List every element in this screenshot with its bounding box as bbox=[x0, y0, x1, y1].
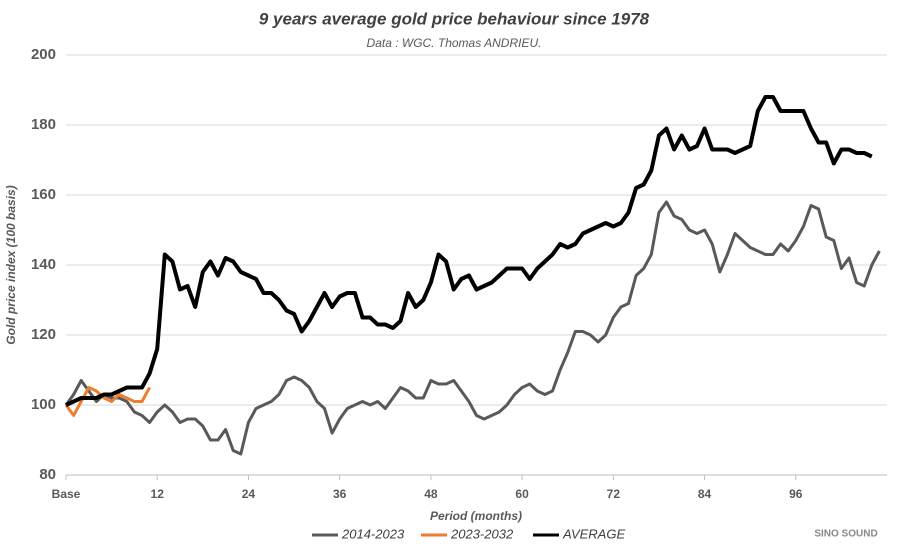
x-tick-label: 24 bbox=[242, 487, 256, 501]
y-tick-label: 100 bbox=[31, 396, 56, 413]
x-tick-label: Base bbox=[52, 487, 81, 501]
legend-label: AVERAGE bbox=[562, 526, 625, 541]
y-tick-label: 160 bbox=[31, 186, 56, 203]
y-tick-label: 80 bbox=[39, 466, 56, 483]
legend-label: 2014-2023 bbox=[341, 526, 405, 541]
x-tick-label: 48 bbox=[424, 487, 438, 501]
legend-label: 2023-2032 bbox=[450, 526, 514, 541]
x-tick-label: 12 bbox=[151, 487, 165, 501]
x-tick-label: 96 bbox=[789, 487, 803, 501]
x-tick-label: 72 bbox=[607, 487, 621, 501]
series-line bbox=[64, 200, 881, 456]
x-tick-label: 84 bbox=[698, 487, 712, 501]
y-tick-label: 200 bbox=[31, 46, 56, 63]
series-line bbox=[65, 95, 873, 407]
y-tick-label: 140 bbox=[31, 256, 56, 273]
x-axis-label: Period (months) bbox=[430, 509, 522, 523]
x-tick-label: 60 bbox=[515, 487, 529, 501]
series-line bbox=[64, 386, 151, 417]
y-axis-label: Gold price index (100 basis) bbox=[4, 185, 18, 344]
x-tick-label: 36 bbox=[333, 487, 347, 501]
y-tick-label: 180 bbox=[31, 116, 56, 133]
watermark: SINO SOUND bbox=[814, 529, 877, 540]
chart-title: 9 years average gold price behaviour sin… bbox=[259, 9, 650, 28]
chart-subtitle: Data : WGC. Thomas ANDRIEU. bbox=[367, 36, 542, 50]
y-tick-label: 120 bbox=[31, 326, 56, 343]
